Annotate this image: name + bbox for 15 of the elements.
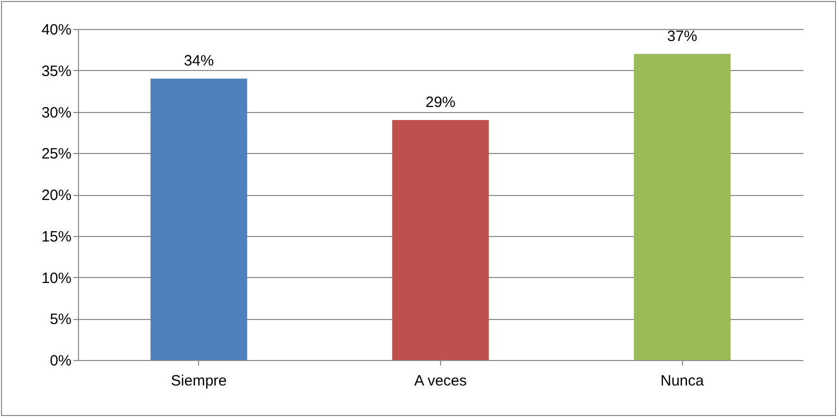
y-tick-label: 40%: [41, 22, 72, 38]
y-tick-label: 25%: [41, 146, 72, 163]
data-label: 34%: [184, 52, 214, 70]
y-tick-label: 0%: [50, 352, 72, 370]
y-tick-label: 15%: [41, 228, 72, 246]
data-label: 29%: [425, 94, 456, 112]
y-tick-label: 10%: [41, 270, 72, 287]
x-tick-label: Siempre: [170, 372, 227, 390]
data-label: 37%: [667, 28, 698, 45]
y-tick-label: 30%: [41, 104, 72, 122]
x-tick-label: A veces: [414, 372, 467, 390]
x-tick-label: Nunca: [660, 372, 705, 390]
y-tick-label: 35%: [41, 62, 72, 80]
y-tick-label: 5%: [50, 311, 72, 328]
y-tick-label: 20%: [41, 187, 72, 204]
